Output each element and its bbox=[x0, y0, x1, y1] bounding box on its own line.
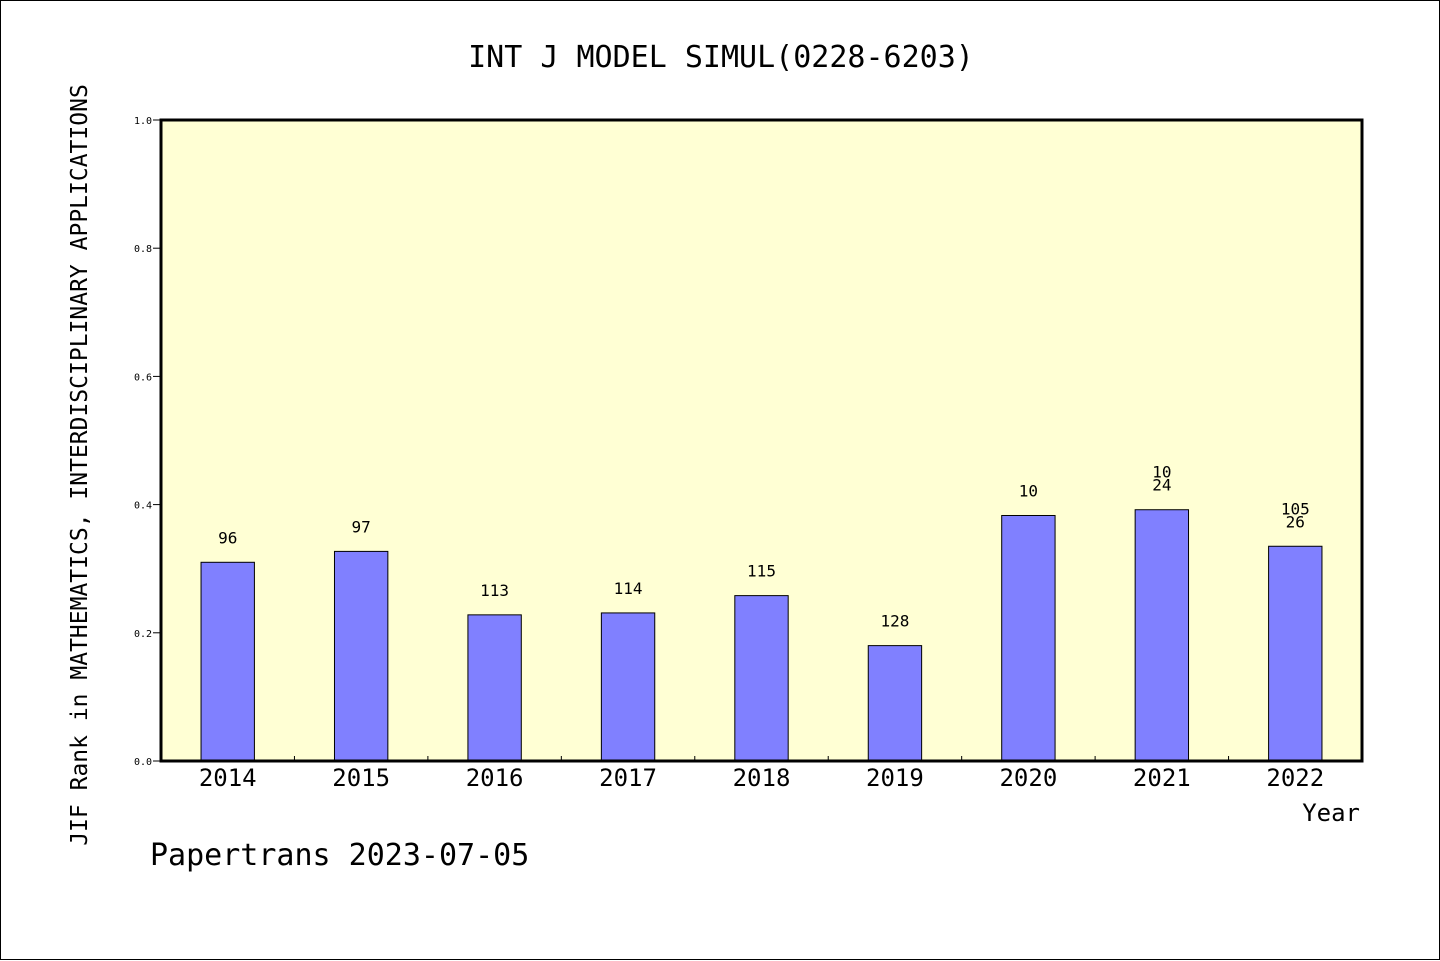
bar-label-2015: 97 bbox=[352, 517, 371, 536]
bar-2022 bbox=[1268, 545, 1323, 762]
bar-2014 bbox=[200, 561, 255, 762]
x-tick-label-2020: 2020 bbox=[999, 764, 1057, 792]
bar-label-2020: 10 bbox=[1019, 481, 1038, 500]
y-axis-ticks: 0.0 0.2 0.4 0.6 0.8 1.0 bbox=[134, 116, 161, 768]
bar-2021 bbox=[1134, 509, 1190, 762]
bar-2017 bbox=[600, 612, 656, 762]
bar-label-2016: 113 bbox=[480, 581, 509, 600]
bar-label-2022-1: 105 bbox=[1281, 499, 1310, 518]
x-tick-label-2014: 2014 bbox=[199, 764, 257, 792]
bar-label-2017: 114 bbox=[614, 579, 643, 598]
y-tick-label: 0.2 bbox=[134, 629, 152, 640]
bar-label-2022-2: 26 bbox=[1286, 512, 1305, 531]
y-tick-label: 0.0 bbox=[134, 757, 152, 768]
bar-label-2021-1: 10 bbox=[1152, 463, 1171, 482]
x-tick-label-2017: 2017 bbox=[599, 764, 657, 792]
bars-group bbox=[200, 509, 1323, 762]
bar-2015 bbox=[333, 550, 389, 762]
chart-title: INT J MODEL SIMUL(0228-6203) bbox=[468, 40, 974, 75]
bar-2019 bbox=[867, 645, 923, 762]
x-tick-label-2021: 2021 bbox=[1133, 764, 1191, 792]
bar-label-2014: 96 bbox=[218, 528, 237, 547]
x-axis-ticks: 2014 2015 2016 2017 2018 2019 2020 2021 2022 bbox=[199, 756, 1324, 792]
x-tick-label-2016: 2016 bbox=[466, 764, 524, 792]
plot-frame bbox=[159, 118, 1364, 763]
bar-2018 bbox=[734, 595, 789, 762]
x-axis-label: Year bbox=[1302, 799, 1360, 827]
bar-label-2021-2: 24 bbox=[1152, 476, 1171, 495]
y-tick-label: 0.4 bbox=[134, 501, 152, 512]
bar-2016 bbox=[467, 614, 522, 762]
x-tick-label-2015: 2015 bbox=[332, 764, 390, 792]
y-tick-label: 0.6 bbox=[134, 372, 152, 383]
x-tick-label-2022: 2022 bbox=[1266, 764, 1324, 792]
y-tick-label: 1.0 bbox=[134, 116, 152, 127]
y-axis-label: JIF Rank in MATHEMATICS, INTERDISCIPLINA… bbox=[67, 84, 93, 846]
y-tick-label: 0.8 bbox=[134, 244, 152, 255]
x-tick-label-2018: 2018 bbox=[733, 764, 791, 792]
bar-2020 bbox=[1001, 514, 1056, 762]
footer-credit: Papertrans 2023-07-05 bbox=[150, 838, 529, 873]
bar-label-2019: 128 bbox=[880, 612, 909, 631]
bar-label-2018: 115 bbox=[747, 562, 776, 581]
x-tick-label-2019: 2019 bbox=[866, 764, 924, 792]
